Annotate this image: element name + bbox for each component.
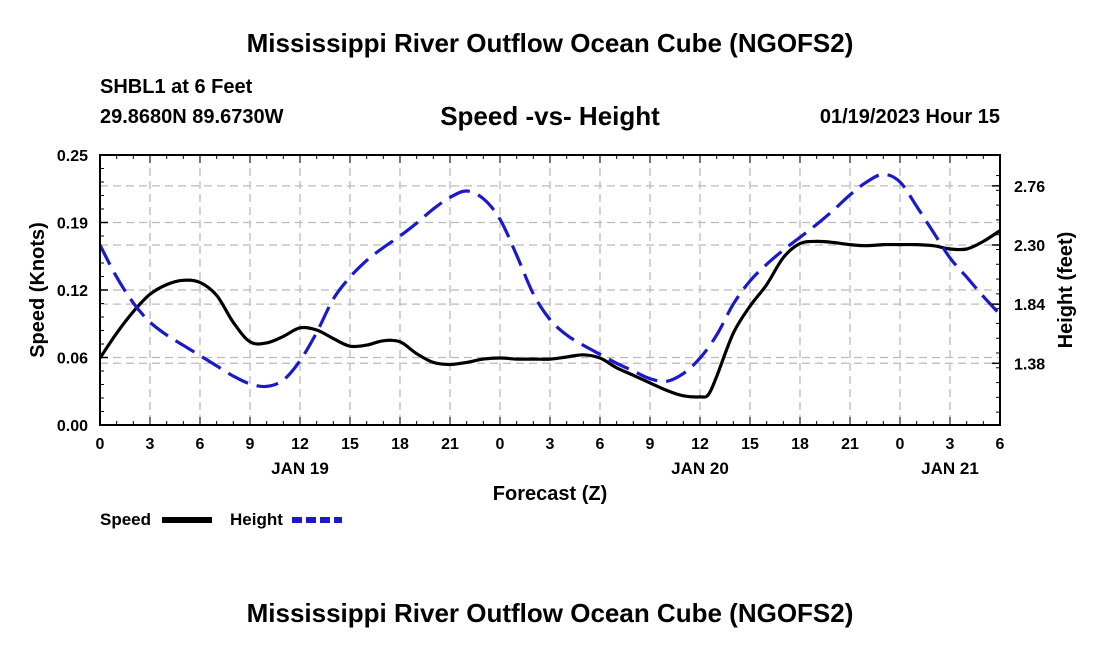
y2-axis-label: Height (feet) <box>1055 232 1077 349</box>
series-line-speed <box>100 229 1000 399</box>
series-layer <box>100 172 1000 399</box>
x-tick-label: 12 <box>691 436 709 453</box>
footer-title: Mississippi River Outflow Ocean Cube (NG… <box>246 598 854 628</box>
x-date-label: JAN 20 <box>671 459 729 478</box>
x-tick-label: 3 <box>946 436 955 453</box>
x-tick-label: 3 <box>146 436 155 453</box>
chart-subtitle: Speed -vs- Height <box>440 101 660 131</box>
y-tick-label: 0.06 <box>57 351 88 368</box>
y2-tick-label: 2.76 <box>1014 179 1045 196</box>
grid-lines <box>100 155 1000 425</box>
x-tick-label: 0 <box>496 436 505 453</box>
x-tick-label: 15 <box>341 436 359 453</box>
y-tick-label: 0.25 <box>57 148 88 165</box>
x-tick-label: 21 <box>841 436 859 453</box>
x-axis-label: Forecast (Z) <box>493 483 607 505</box>
y2-tick-label: 2.30 <box>1014 238 1045 255</box>
x-tick-label: 6 <box>196 436 205 453</box>
x-tick-label: 12 <box>291 436 309 453</box>
x-tick-label: 0 <box>896 436 905 453</box>
forecast-datetime: 01/19/2023 Hour 15 <box>819 106 1000 128</box>
y2-tick-label: 1.84 <box>1014 297 1045 314</box>
x-date-label: JAN 21 <box>921 459 979 478</box>
x-tick-label: 6 <box>996 436 1005 453</box>
x-tick-label: 18 <box>391 436 409 453</box>
x-tick-label: 3 <box>546 436 555 453</box>
x-tick-label: 0 <box>96 436 105 453</box>
station-label: SHBL1 at 6 Feet <box>100 76 253 98</box>
x-tick-label: 9 <box>246 436 255 453</box>
x-tick-label: 21 <box>441 436 459 453</box>
y-tick-label: 0.19 <box>57 216 88 233</box>
x-tick-label: 9 <box>646 436 655 453</box>
x-date-label: JAN 19 <box>271 459 329 478</box>
legend-height-label: Height <box>230 510 283 529</box>
legend: Speed Height <box>100 510 342 529</box>
x-tick-label: 6 <box>596 436 605 453</box>
y-axis-label: Speed (Knots) <box>27 222 49 358</box>
legend-speed-label: Speed <box>100 510 151 529</box>
x-tick-label: 15 <box>741 436 759 453</box>
y2-tick-label: 1.38 <box>1014 356 1045 373</box>
y-tick-label: 0.12 <box>57 283 88 300</box>
x-tick-label: 18 <box>791 436 809 453</box>
coordinates-label: 29.8680N 89.6730W <box>100 106 284 128</box>
series-line-height <box>100 172 1000 389</box>
chart-title: Mississippi River Outflow Ocean Cube (NG… <box>246 28 854 58</box>
axis-layer: 0 3 6 9 12 15 18 21 0 3 6 9 12 15 18 21 0 3 6 JAN 19 JAN 20 J… <box>57 148 1045 478</box>
y-tick-label: 0.00 <box>57 418 88 435</box>
